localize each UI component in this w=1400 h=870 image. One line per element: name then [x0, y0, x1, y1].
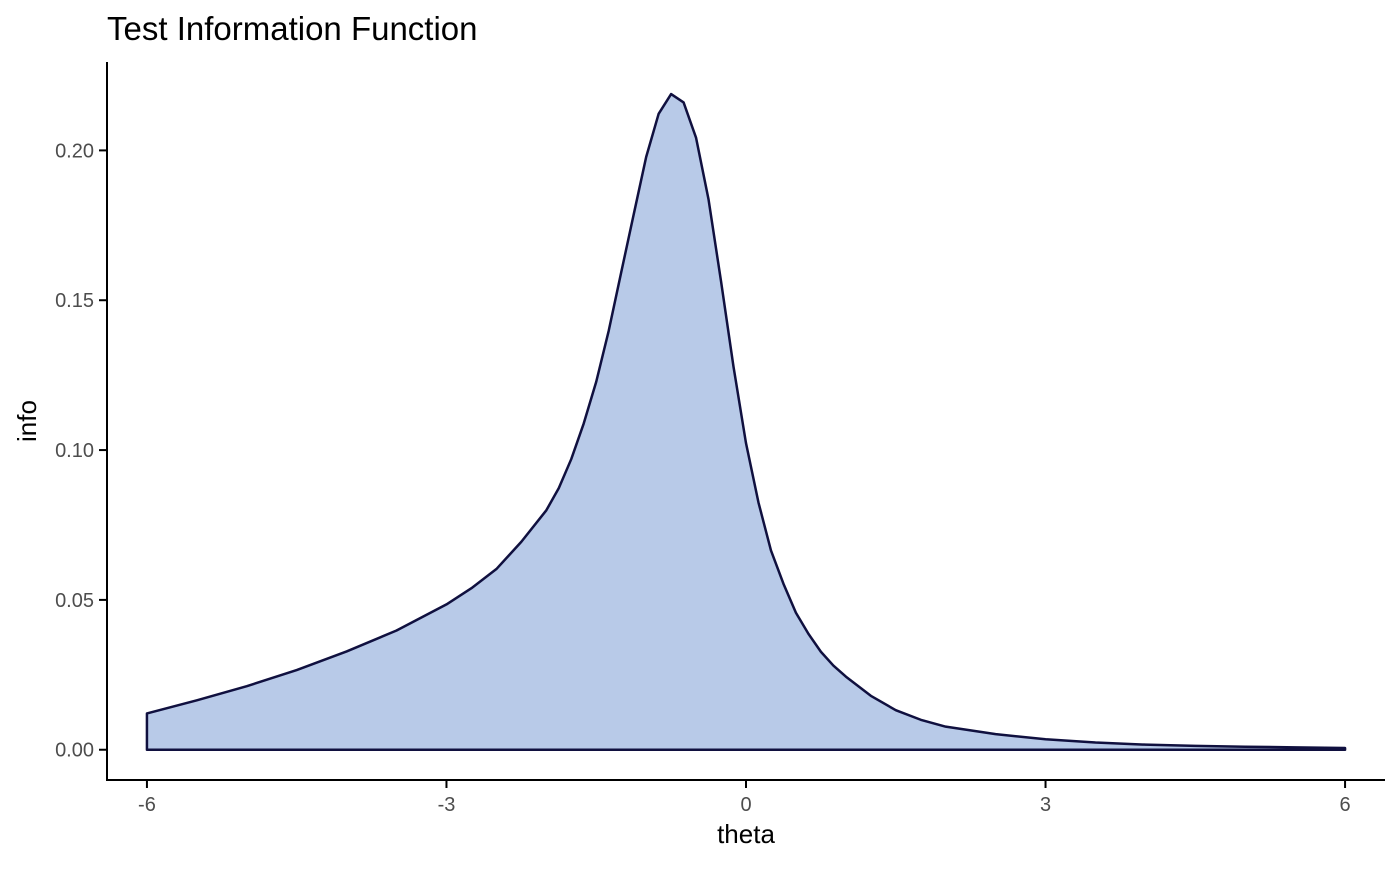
y-tick-label: 0.00: [55, 740, 94, 762]
y-tick-label: 0.20: [55, 140, 94, 162]
y-axis-title: info: [12, 400, 42, 442]
x-tick-label: -3: [438, 794, 456, 816]
y-tick-label: 0.10: [55, 440, 94, 462]
area-layer: [145, 92, 1347, 751]
information-area: [145, 92, 1347, 751]
y-tick-label: 0.05: [55, 590, 94, 612]
x-tick-label: 6: [1340, 794, 1351, 816]
x-tick-label: -6: [138, 794, 156, 816]
x-tick-label: 0: [740, 794, 751, 816]
x-axis-title: theta: [717, 819, 775, 849]
x-ticks: -6 -3 0 3 6: [138, 780, 1351, 816]
y-ticks: 0.00 0.05 0.10 0.15 0.20: [55, 140, 107, 762]
chart-title: Test Information Function: [107, 10, 478, 47]
x-tick-label: 3: [1040, 794, 1051, 816]
y-tick-label: 0.15: [55, 290, 94, 312]
